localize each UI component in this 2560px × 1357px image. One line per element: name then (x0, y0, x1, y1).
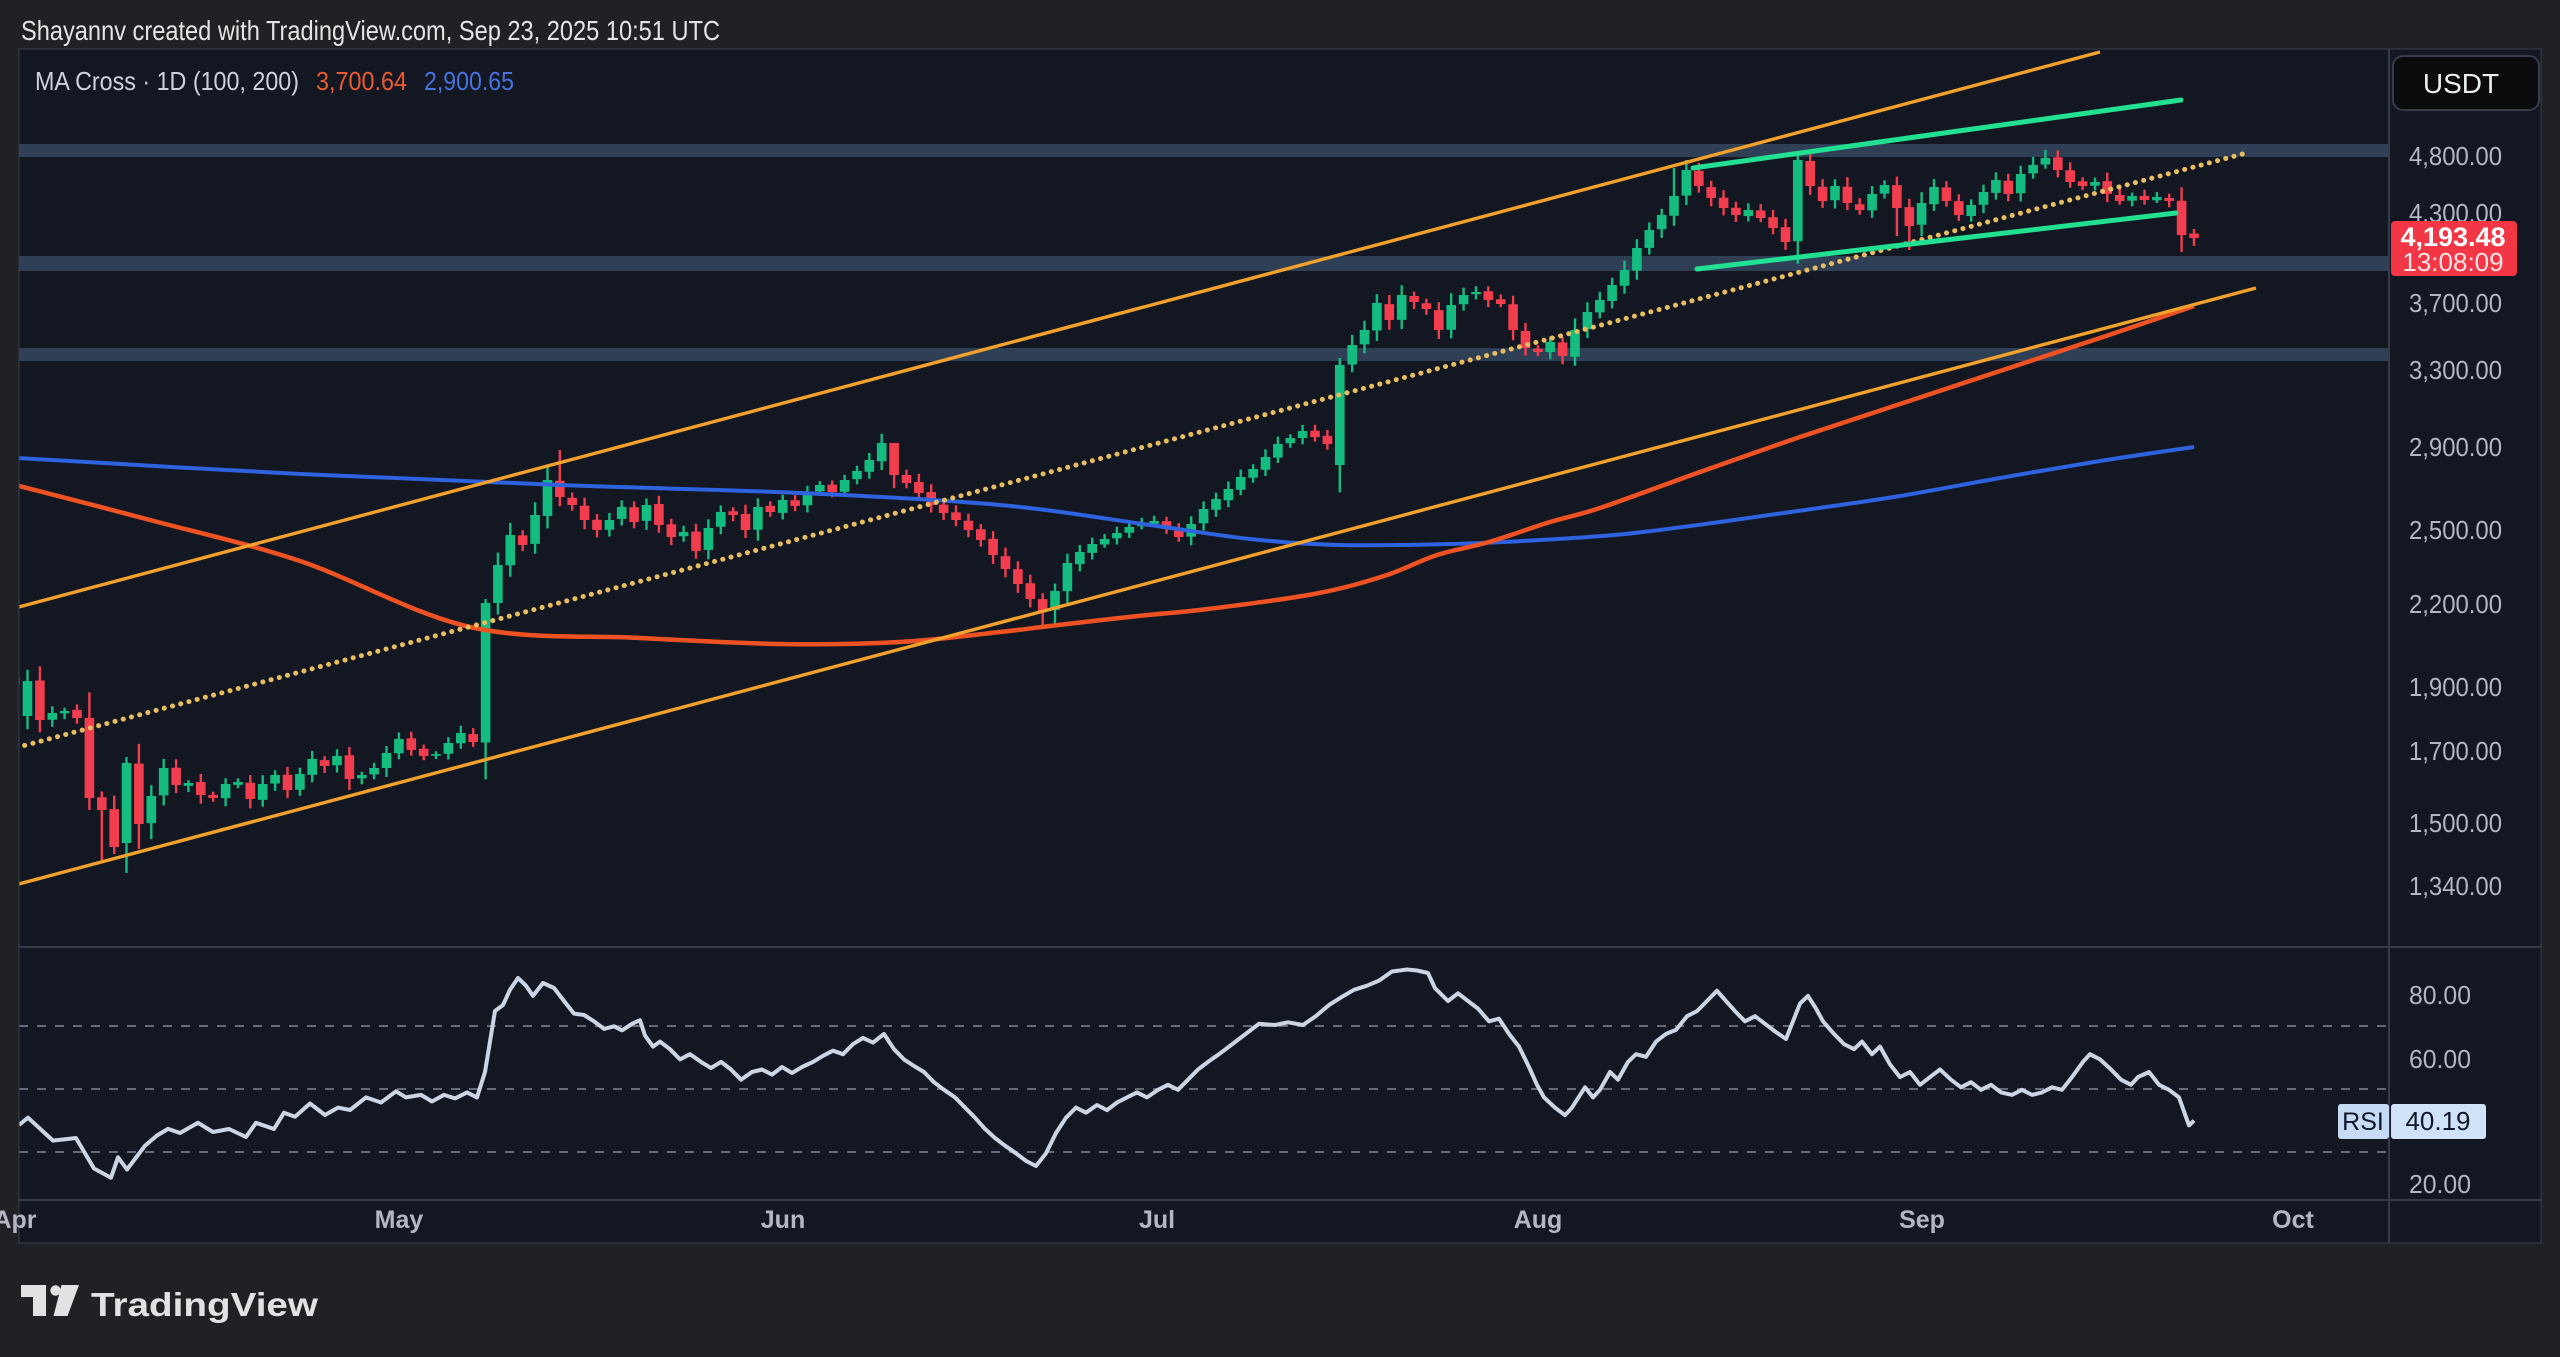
svg-text:13:08:09: 13:08:09 (2402, 247, 2503, 277)
svg-text:RSI: RSI (2342, 1108, 2384, 1136)
svg-text:2,900.65: 2,900.65 (424, 66, 514, 96)
svg-text:Oct: Oct (2272, 1206, 2314, 1234)
svg-text:2,500.00: 2,500.00 (2409, 515, 2502, 545)
svg-text:USDT: USDT (2423, 68, 2499, 99)
svg-text:1,500.00: 1,500.00 (2409, 808, 2502, 838)
svg-text:2,200.00: 2,200.00 (2409, 589, 2502, 619)
svg-text:1,340.00: 1,340.00 (2409, 871, 2502, 901)
svg-text:TradingView: TradingView (91, 1286, 318, 1323)
svg-text:4,193.48: 4,193.48 (2400, 222, 2505, 252)
svg-text:Sep: Sep (1899, 1206, 1945, 1234)
svg-text:1,900.00: 1,900.00 (2409, 672, 2502, 702)
svg-text:60.00: 60.00 (2409, 1044, 2471, 1074)
svg-text:Jun: Jun (761, 1206, 805, 1234)
svg-text:40.19: 40.19 (2405, 1106, 2470, 1136)
svg-text:Apr: Apr (0, 1206, 37, 1234)
svg-text:May: May (375, 1206, 424, 1234)
svg-text:1,700.00: 1,700.00 (2409, 736, 2502, 766)
svg-text:2,900.00: 2,900.00 (2409, 432, 2502, 462)
svg-text:3,700.64: 3,700.64 (316, 66, 407, 96)
svg-text:MA Cross · 1D (100, 200): MA Cross · 1D (100, 200) (35, 66, 299, 96)
svg-text:20.00: 20.00 (2409, 1169, 2471, 1199)
svg-text:3,700.00: 3,700.00 (2409, 288, 2502, 318)
svg-text:Jul: Jul (1139, 1206, 1175, 1234)
svg-text:Aug: Aug (1514, 1206, 1563, 1234)
svg-text:4,800.00: 4,800.00 (2409, 141, 2502, 171)
svg-text:3,300.00: 3,300.00 (2409, 355, 2502, 385)
svg-text:Shayannv created with TradingV: Shayannv created with TradingView.com, S… (21, 15, 720, 46)
svg-text:80.00: 80.00 (2409, 980, 2471, 1010)
